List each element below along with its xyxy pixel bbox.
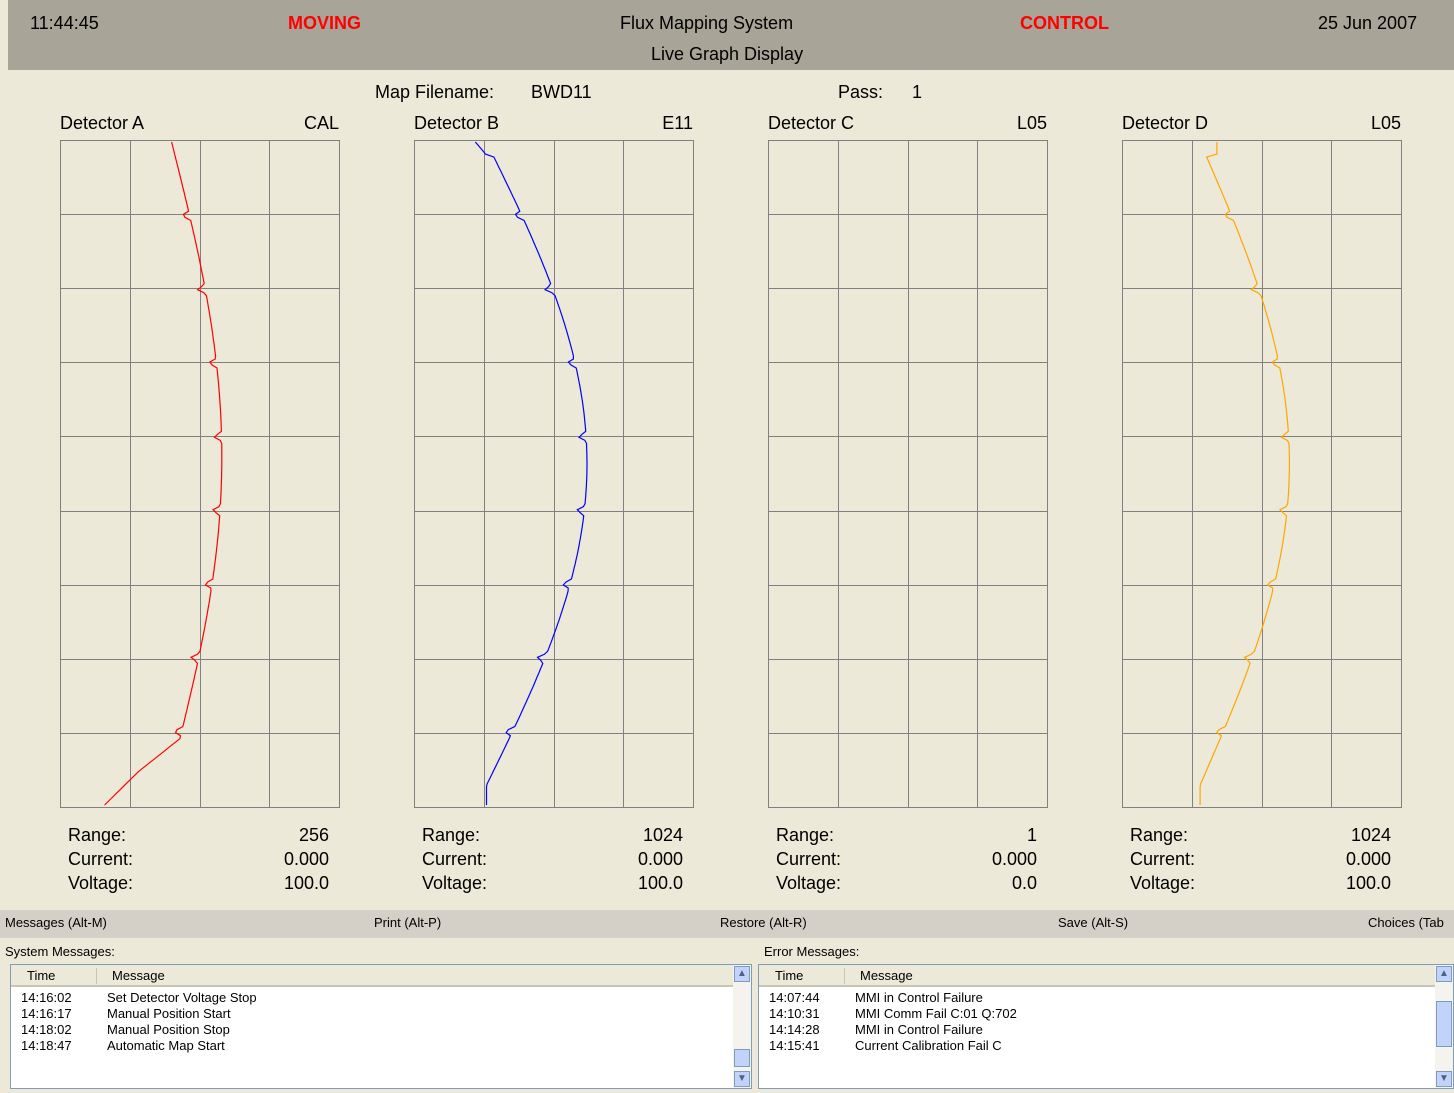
detector-title: Detector D xyxy=(1122,113,1209,133)
list-item-message: MMI Comm Fail C:01 Q:702 xyxy=(855,1006,1017,1021)
voltage-value: 100.0 xyxy=(637,873,683,893)
list-item-time: 14:16:17 xyxy=(21,1006,72,1021)
error-messages-label: Error Messages: xyxy=(764,944,860,959)
map-filename-value: BWD11 xyxy=(531,82,592,102)
detector-graph xyxy=(768,140,1048,808)
detector-trace xyxy=(474,141,588,805)
current-value: 0.000 xyxy=(1345,849,1391,869)
list-item-message: Set Detector Voltage Stop xyxy=(107,990,257,1005)
restore-button[interactable]: Restore (Alt-R) xyxy=(720,915,807,930)
detector-code: E11 xyxy=(662,113,693,133)
map-filename-label: Map Filename: xyxy=(375,82,495,102)
range-value: 1024 xyxy=(1350,825,1391,845)
vertical-scrollbar[interactable]: ▲ ▼ xyxy=(733,965,751,1088)
current-label: Current: xyxy=(422,849,488,869)
voltage-value: 100.0 xyxy=(283,873,329,893)
time-column-header[interactable]: Time xyxy=(775,968,804,983)
range-label: Range: xyxy=(68,825,127,845)
scrollbar-thumb[interactable] xyxy=(1436,1001,1452,1047)
function-key-bar: Messages (Alt-M) Print (Alt-P) Restore (… xyxy=(0,910,1454,938)
scroll-down-arrow-icon[interactable]: ▼ xyxy=(1436,1071,1452,1087)
display-subtitle: Live Graph Display xyxy=(651,44,804,64)
voltage-value: 100.0 xyxy=(1345,873,1391,893)
voltage-label: Voltage: xyxy=(68,873,134,893)
system-messages-header: Time Message xyxy=(11,965,733,987)
detector-code: L05 xyxy=(1016,113,1047,133)
current-value: 0.000 xyxy=(637,849,683,869)
vertical-scrollbar[interactable]: ▲ ▼ xyxy=(1435,965,1453,1088)
system-title: Flux Mapping System xyxy=(620,13,794,33)
detector-title: Detector C xyxy=(768,113,855,133)
detector-title: Detector B xyxy=(414,113,500,133)
detector-graph xyxy=(1122,140,1402,808)
voltage-label: Voltage: xyxy=(1130,873,1196,893)
save-button[interactable]: Save (Alt-S) xyxy=(1058,915,1129,930)
detector-trace xyxy=(1199,142,1290,805)
list-item-time: 14:16:02 xyxy=(21,990,72,1005)
range-label: Range: xyxy=(776,825,835,845)
list-item-message: Manual Position Start xyxy=(107,1006,231,1021)
list-item-time: 14:18:02 xyxy=(21,1022,72,1037)
list-item-time: 14:07:44 xyxy=(769,990,820,1005)
list-item-message: Automatic Map Start xyxy=(107,1038,225,1053)
range-value: 1 xyxy=(1026,825,1037,845)
pass-value: 1 xyxy=(912,82,923,102)
title-bar: 11:44:45 MOVING Flux Mapping System Live… xyxy=(8,0,1454,70)
detector-graph xyxy=(60,140,340,808)
system-messages-label: System Messages: xyxy=(5,944,115,959)
current-label: Current: xyxy=(776,849,842,869)
scrollbar-thumb[interactable] xyxy=(734,1049,750,1067)
detector-title: Detector A xyxy=(60,113,145,133)
list-item-message: MMI in Control Failure xyxy=(855,990,983,1005)
time-column-header[interactable]: Time xyxy=(27,968,56,983)
detector-code: CAL xyxy=(303,113,339,133)
status-indicator: MOVING xyxy=(288,13,362,33)
scroll-up-arrow-icon[interactable]: ▲ xyxy=(734,966,750,982)
detector-trace xyxy=(104,141,223,806)
message-column-header[interactable]: Message xyxy=(860,968,913,983)
error-messages-list[interactable]: Time Message 14:07:44 MMI in Control Fai… xyxy=(758,964,1454,1089)
current-label: Current: xyxy=(68,849,134,869)
list-item-time: 14:18:47 xyxy=(21,1038,72,1053)
scroll-down-arrow-icon[interactable]: ▼ xyxy=(734,1071,750,1087)
voltage-value: 0.0 xyxy=(1011,873,1037,893)
current-value: 0.000 xyxy=(283,849,329,869)
list-item-message: Manual Position Stop xyxy=(107,1022,230,1037)
range-value: 1024 xyxy=(642,825,683,845)
detector-graph xyxy=(414,140,694,808)
voltage-label: Voltage: xyxy=(776,873,842,893)
message-column-header[interactable]: Message xyxy=(112,968,165,983)
date-display: 25 Jun 2007 xyxy=(1318,13,1418,33)
detector-code: L05 xyxy=(1370,113,1401,133)
clock-time: 11:44:45 xyxy=(30,13,99,33)
scroll-up-arrow-icon[interactable]: ▲ xyxy=(1436,966,1452,982)
range-label: Range: xyxy=(1130,825,1189,845)
list-item-time: 14:14:28 xyxy=(769,1022,820,1037)
current-value: 0.000 xyxy=(991,849,1037,869)
pass-label: Pass: xyxy=(838,82,884,102)
range-label: Range: xyxy=(422,825,481,845)
list-item-message: Current Calibration Fail C xyxy=(855,1038,1002,1053)
current-label: Current: xyxy=(1130,849,1196,869)
print-button[interactable]: Print (Alt-P) xyxy=(374,915,442,930)
voltage-label: Voltage: xyxy=(422,873,488,893)
system-messages-list[interactable]: Time Message 14:16:02 Set Detector Volta… xyxy=(10,964,752,1089)
list-item-time: 14:10:31 xyxy=(769,1006,820,1021)
column-divider[interactable] xyxy=(96,968,97,984)
list-item-message: MMI in Control Failure xyxy=(855,1022,983,1037)
messages-button[interactable]: Messages (Alt-M) xyxy=(5,915,107,930)
list-item-time: 14:15:41 xyxy=(769,1038,820,1053)
column-divider[interactable] xyxy=(844,968,845,984)
error-messages-header: Time Message xyxy=(759,965,1435,987)
range-value: 256 xyxy=(298,825,329,845)
choices-button[interactable]: Choices (Tab xyxy=(1368,915,1444,930)
mode-indicator: CONTROL xyxy=(1020,13,1109,33)
